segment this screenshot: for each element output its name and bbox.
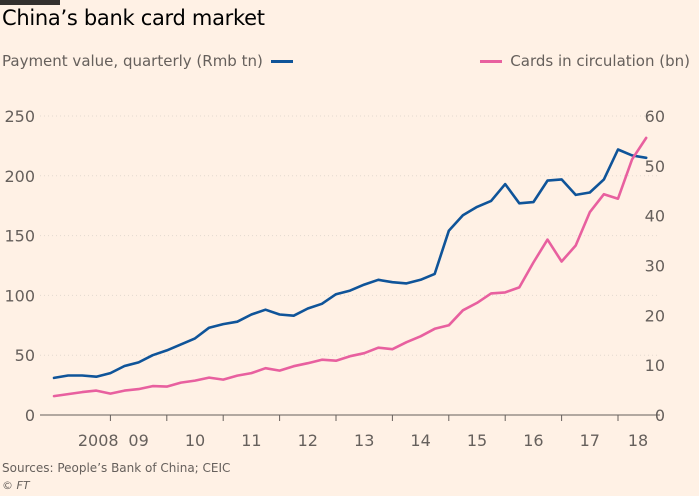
y-right-tick-label: 10 [645,356,665,375]
y-right-tick-label: 20 [645,306,665,325]
cards-series-line [52,136,648,398]
x-tick-label: 14 [410,431,430,450]
y-left-tick-label: 100 [4,286,35,305]
x-tick-label: 09 [128,431,148,450]
ft-top-rule [0,0,60,5]
x-tick-label: 15 [467,431,487,450]
y-left-tick-label: 50 [15,346,35,365]
legend-payment: Payment value, quarterly (Rmb tn) [2,52,293,70]
y-left-tick-label: 150 [4,227,35,246]
y-right-tick-label: 40 [645,207,665,226]
payment-series-line [52,148,648,380]
legend-cards: Cards in circulation (bn) [480,52,690,70]
chart-title: China’s bank card market [2,6,265,30]
y-right-tick-label: 60 [645,107,665,126]
x-tick-label: 16 [523,431,543,450]
y-left-tick-label: 0 [25,406,35,425]
x-tick-label: 10 [185,431,205,450]
x-tick-label: 2008 [78,431,119,450]
y-right-tick-label: 30 [645,256,665,275]
legend-payment-swatch [270,59,293,63]
x-tick-label: 18 [628,431,648,450]
x-tick-label: 12 [298,431,318,450]
x-tick-label: 17 [580,431,600,450]
x-tick-label: 11 [241,431,261,450]
legend-cards-label: Cards in circulation (bn) [510,52,690,70]
x-tick-label: 13 [354,431,374,450]
ft-credit: © FT [2,479,30,492]
legend-payment-label: Payment value, quarterly (Rmb tn) [2,52,263,70]
legend-cards-swatch [480,59,503,63]
y-left-tick-label: 200 [4,167,35,186]
source-note: Sources: People’s Bank of China; CEIC [2,461,231,475]
y-right-tick-label: 0 [655,406,665,425]
y-left-tick-label: 250 [4,107,35,126]
y-right-tick-label: 50 [645,157,665,176]
